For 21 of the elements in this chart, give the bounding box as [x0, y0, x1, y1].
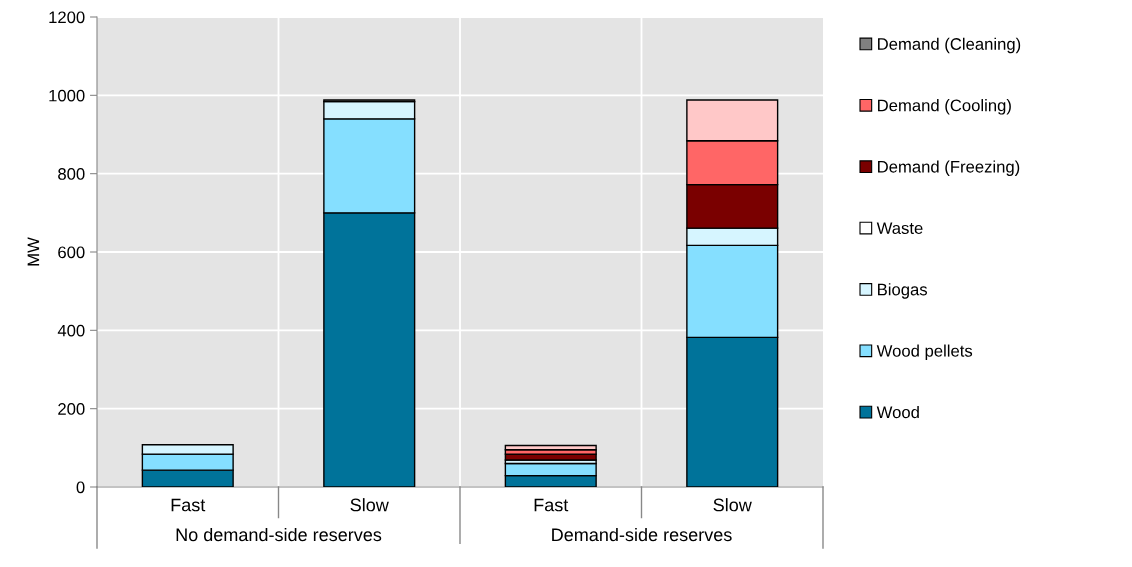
legend-label: Biogas: [878, 283, 928, 299]
y-axis-title: MW: [27, 237, 40, 266]
y-tick-label: 600: [58, 246, 85, 259]
legend-label: Wood pellets: [876, 344, 973, 361]
legend-label: Wood: [876, 405, 919, 419]
legend-label: Demand (Cleaning): [878, 37, 1021, 54]
x-tick-label: Fast: [534, 498, 569, 512]
y-tick-label: 400: [57, 324, 85, 337]
text: Demand-side reserves: [552, 527, 732, 542]
x-tick-label: Slow: [713, 498, 752, 512]
y-tick-label: 1000: [49, 89, 85, 102]
x-tick-label: Fast: [171, 498, 206, 512]
y-tick-label: 0: [76, 481, 85, 494]
legend-label: Demand (Freezing): [878, 160, 1020, 176]
legend-label: Demand (Cooling): [878, 99, 1011, 115]
legend-label: Waste: [876, 222, 923, 235]
y-tick-label: 200: [58, 403, 85, 415]
y-tick-label: 800: [58, 168, 85, 180]
text: No demand-side reserves: [176, 527, 382, 542]
y-tick-label: 1200: [49, 11, 85, 24]
x-tick-label: Slow: [350, 498, 389, 512]
